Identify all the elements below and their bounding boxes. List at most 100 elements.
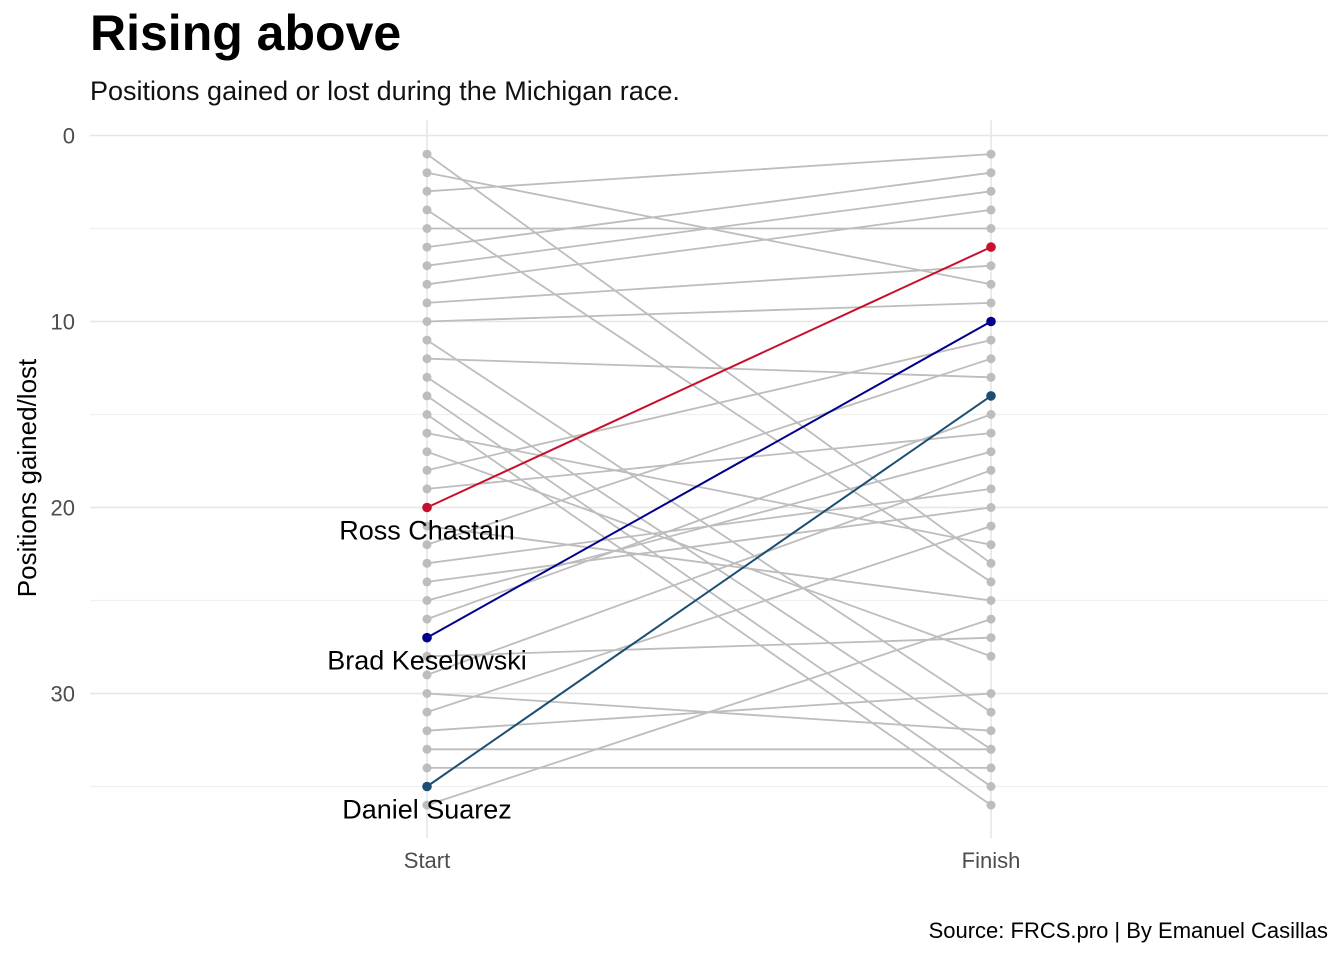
driver-label: Brad Keselowski	[327, 646, 527, 676]
series-point	[422, 205, 432, 215]
series-line	[426, 209, 992, 286]
series-line	[426, 525, 992, 713]
y-tick-label: 10	[51, 310, 75, 335]
series-point	[422, 521, 432, 531]
series-point	[422, 614, 432, 624]
series-line	[426, 636, 992, 658]
series-point	[986, 224, 996, 233]
chart-title: Rising above	[90, 5, 402, 61]
series-point	[422, 242, 432, 252]
highlight-line	[426, 320, 992, 639]
series-point	[986, 168, 996, 178]
series-point	[422, 540, 432, 550]
series-point	[986, 614, 996, 624]
series-point	[422, 707, 432, 717]
driver-labels: Ross Chastain Brad Keselowski Daniel Suare…	[327, 516, 527, 825]
series-line	[426, 153, 992, 565]
series-point	[986, 261, 996, 271]
series-point	[422, 596, 432, 605]
series-point	[986, 726, 996, 736]
chart-subtitle: Positions gained or lost during the Mich…	[90, 76, 680, 106]
series-point	[986, 782, 996, 791]
series-point	[422, 298, 432, 308]
series-point	[986, 335, 996, 345]
series-point	[986, 744, 996, 754]
series-point	[422, 558, 432, 568]
highlight-point	[986, 316, 996, 327]
series-point	[986, 298, 996, 308]
series-point	[422, 800, 432, 810]
series-line	[426, 618, 992, 806]
highlight-point	[986, 391, 996, 401]
series-line	[426, 171, 992, 248]
series-point	[422, 335, 432, 345]
series-line	[426, 450, 992, 602]
series-point	[422, 484, 432, 494]
series-point	[986, 596, 996, 605]
series-point	[422, 744, 432, 754]
series-point	[422, 763, 432, 773]
series-point	[986, 372, 996, 382]
highlight-point	[986, 242, 996, 252]
series-point	[986, 651, 996, 661]
series-point	[422, 279, 432, 289]
series-point	[986, 465, 996, 475]
series-point	[422, 261, 432, 271]
series-point	[986, 149, 996, 159]
series-point	[986, 503, 996, 512]
slope-chart: 0 10 20 30 Start Finish Positions gained/los…	[12, 120, 1328, 873]
series-point	[422, 224, 432, 233]
y-tick-label: 30	[51, 682, 75, 707]
background-series	[422, 149, 996, 810]
series-line	[426, 302, 992, 323]
series-line	[426, 264, 992, 304]
source-caption: Source: FRCS.pro | By Emanuel Casillas	[928, 918, 1328, 943]
series-point	[986, 447, 996, 457]
series-point	[986, 354, 996, 364]
series-point	[422, 651, 432, 661]
series-point	[422, 689, 432, 698]
highlight-point	[422, 632, 432, 643]
series-point	[986, 577, 996, 587]
x-tick-label: Start	[404, 848, 450, 873]
x-axis-ticks: Start Finish	[404, 848, 1021, 873]
series-point	[422, 391, 432, 401]
series-point	[986, 689, 996, 698]
series-point	[986, 800, 996, 810]
series-line	[426, 450, 992, 658]
driver-label: Ross Chastain	[339, 516, 515, 546]
series-line	[426, 190, 992, 267]
driver-label: Daniel Suarez	[342, 795, 512, 825]
series-line	[426, 357, 992, 546]
series-point	[422, 149, 432, 159]
y-axis-ticks: 0 10 20 30	[51, 124, 75, 707]
y-axis-title: Positions gained/lost	[12, 358, 42, 597]
highlight-line	[426, 246, 992, 509]
series-point	[986, 205, 996, 215]
series-line	[426, 339, 992, 472]
series-point	[422, 186, 432, 196]
series-point	[986, 279, 996, 289]
x-tick-label: Finish	[962, 848, 1021, 873]
series-point	[422, 354, 432, 364]
y-tick-label: 0	[63, 124, 75, 149]
series-line	[426, 432, 992, 490]
series-point	[422, 465, 432, 475]
series-point	[986, 763, 996, 773]
series-line	[426, 153, 992, 193]
series-point	[422, 168, 432, 178]
series-point	[422, 447, 432, 457]
highlight-point	[422, 502, 432, 513]
series-point	[986, 410, 996, 419]
highlight-point	[422, 781, 432, 792]
grid-lines	[90, 120, 1328, 838]
series-point	[986, 633, 996, 643]
highlight-line	[426, 395, 992, 788]
series-line	[426, 506, 992, 583]
series-point	[986, 484, 996, 494]
series-line	[426, 432, 992, 546]
y-tick-label: 20	[51, 496, 75, 521]
series-point	[422, 670, 432, 680]
series-point	[986, 428, 996, 438]
series-point	[422, 428, 432, 438]
